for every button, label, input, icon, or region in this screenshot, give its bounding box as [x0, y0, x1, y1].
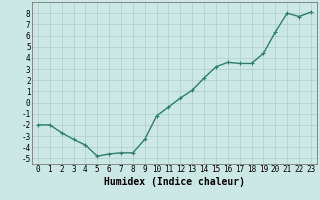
- X-axis label: Humidex (Indice chaleur): Humidex (Indice chaleur): [104, 177, 245, 187]
